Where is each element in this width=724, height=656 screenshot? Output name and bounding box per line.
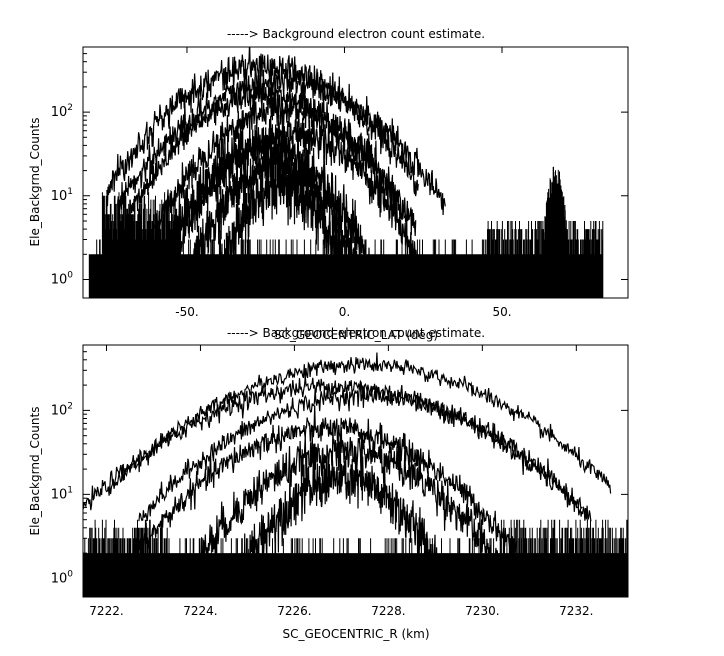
y-tick-label: 102 bbox=[51, 401, 73, 418]
plot-area-top bbox=[88, 47, 604, 298]
x-axis-label-top: SC_GEOCENTRIC_LAT (deg) bbox=[274, 328, 438, 342]
panel-top: -----> Background electron count estimat… bbox=[28, 27, 629, 319]
x-tick-label: 7226. bbox=[277, 604, 311, 618]
data-series-5 bbox=[170, 98, 418, 275]
spike-series bbox=[542, 166, 569, 280]
data-series-8 bbox=[219, 151, 344, 293]
data-series-5 bbox=[189, 426, 503, 597]
ticks-bottom: 7222. 7224. 7226. 7228. 7230. 7232. 100 101 102 bbox=[51, 344, 628, 618]
data-series-3 bbox=[138, 383, 592, 522]
x-tick-label: 7222. bbox=[89, 604, 123, 618]
x-tick-label: 7232. bbox=[559, 604, 593, 618]
x-tick-label: 0. bbox=[339, 305, 350, 319]
y-axis-label-bottom: Ele_Backgrnd_Counts bbox=[28, 407, 42, 536]
x-tick-label: -50. bbox=[175, 305, 198, 319]
x-tick-label: 7228. bbox=[371, 604, 405, 618]
y-tick-label: 100 bbox=[51, 270, 74, 287]
x-tick-label: 7224. bbox=[183, 604, 217, 618]
plot-frame-top bbox=[82, 46, 629, 299]
data-series-6 bbox=[158, 116, 373, 290]
baseline-noise bbox=[83, 519, 628, 597]
data-series-4 bbox=[137, 405, 518, 560]
y-tick-label: 102 bbox=[51, 103, 73, 120]
data-series-1 bbox=[109, 352, 612, 495]
plot-area-bottom bbox=[83, 352, 628, 597]
y-tick-label: 101 bbox=[51, 485, 73, 502]
y-axis-label-top: Ele_Backgrnd_Counts bbox=[28, 118, 42, 247]
data-series-6 bbox=[240, 435, 443, 597]
data-series-4 bbox=[153, 90, 417, 238]
chart-title-top: -----> Background electron count estimat… bbox=[227, 27, 485, 41]
x-axis-label-bottom: SC_GEOCENTRIC_R (km) bbox=[283, 627, 430, 641]
plot-frame-bottom bbox=[82, 344, 629, 598]
panel-bottom: -----> Background electron count estimat… bbox=[28, 326, 629, 641]
ylabel-bottom-group: Ele_Backgrnd_Counts bbox=[28, 407, 42, 536]
y-tick-label: 100 bbox=[51, 569, 74, 586]
y-tick-label: 101 bbox=[51, 187, 73, 204]
chart-title-bottom: -----> Background electron count estimat… bbox=[227, 326, 485, 340]
x-tick-label: 7230. bbox=[465, 604, 499, 618]
ylabel-top-group: Ele_Backgrnd_Counts bbox=[28, 118, 42, 247]
x-tick-label: 50. bbox=[492, 305, 511, 319]
